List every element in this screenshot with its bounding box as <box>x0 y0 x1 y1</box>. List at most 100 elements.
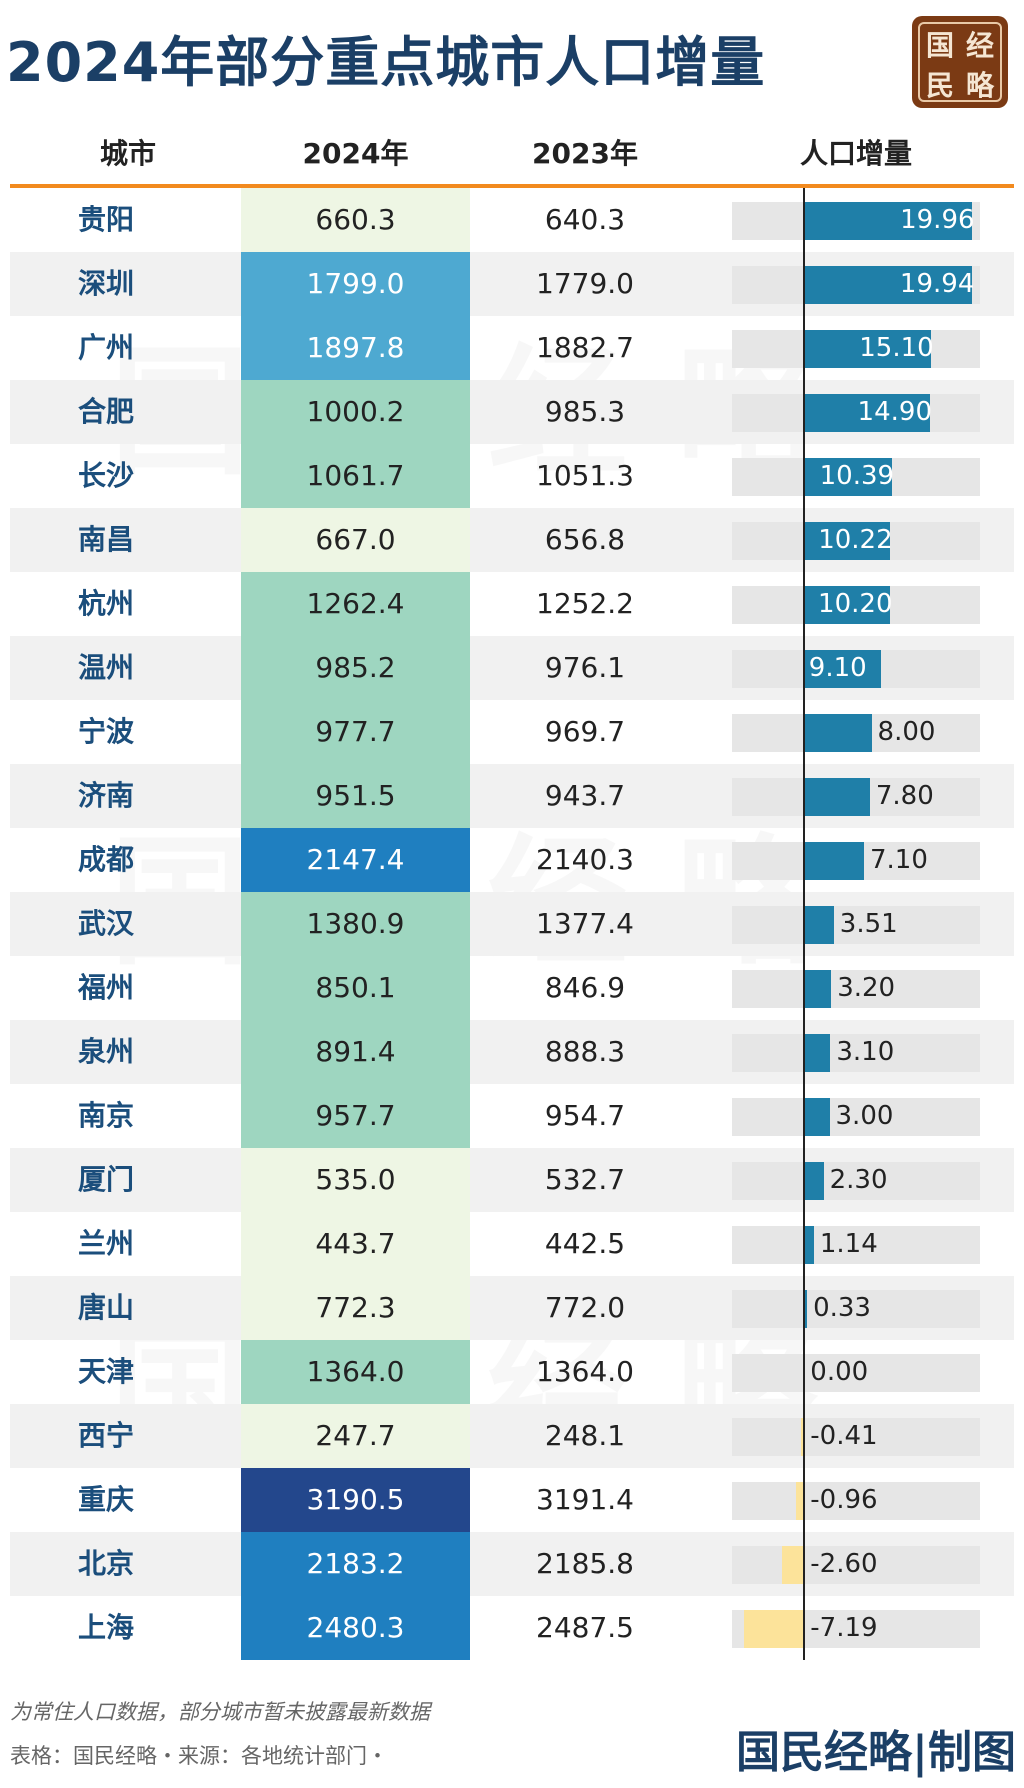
increase-bar <box>782 1546 805 1584</box>
city-name: 武汉 <box>78 907 135 940</box>
value-2023: 772.0 <box>544 1291 626 1324</box>
increase-bar <box>804 1034 831 1072</box>
bar-track <box>732 1482 980 1520</box>
increase-label: 0.00 <box>810 1357 869 1387</box>
city-name: 杭州 <box>78 587 135 620</box>
table-row: 杭州 1262.4 1252.2 10.20 <box>10 572 1014 636</box>
city-name: 贵阳 <box>78 203 135 236</box>
value-2024: 772.3 <box>241 1276 470 1340</box>
increase-label: 3.10 <box>836 1037 895 1067</box>
city-name: 宁波 <box>78 715 135 748</box>
table-row: 济南 951.5 943.7 7.80 <box>10 764 1014 828</box>
table-row: 上海 2480.3 2487.5 -7.19 <box>10 1596 1014 1660</box>
value-2023: 656.8 <box>544 523 626 556</box>
value-2024: 2147.4 <box>241 828 470 892</box>
column-header-2023: 2023年 <box>532 137 638 170</box>
value-2024: 850.1 <box>241 956 470 1020</box>
increase-label: 7.10 <box>869 845 928 875</box>
increase-label: 10.22 <box>818 525 893 555</box>
increase-bar <box>743 1610 805 1648</box>
source-credit: 表格：国民经略・来源：各地统计部门・ <box>10 1744 388 1768</box>
value-2023: 846.9 <box>544 971 626 1004</box>
increase-bar <box>804 202 973 240</box>
increase-bar <box>804 266 972 304</box>
value-2023: 2140.3 <box>536 843 634 876</box>
logo-char: 民 <box>925 69 954 102</box>
city-name: 西宁 <box>78 1419 135 1452</box>
increase-bar <box>804 1162 824 1200</box>
table-row: 北京 2183.2 2185.8 -2.60 <box>10 1532 1014 1596</box>
bar-track <box>732 1418 980 1456</box>
value-2023: 943.7 <box>544 779 626 812</box>
value-2024: 247.7 <box>241 1404 470 1468</box>
increase-bar <box>804 970 832 1008</box>
zero-axis-line <box>803 188 806 1660</box>
city-name: 泉州 <box>78 1035 135 1068</box>
table-row: 温州 985.2 976.1 9.10 <box>10 636 1014 700</box>
value-2024: 660.3 <box>241 188 470 252</box>
bar-track <box>732 906 980 944</box>
bar-track <box>732 970 980 1008</box>
value-2023: 532.7 <box>544 1163 626 1196</box>
city-name: 北京 <box>78 1547 135 1580</box>
value-2023: 1882.7 <box>536 331 634 364</box>
value-2023: 985.3 <box>544 395 626 428</box>
increase-label: 3.00 <box>835 1101 894 1131</box>
city-name: 成都 <box>78 843 135 876</box>
value-2023: 442.5 <box>544 1227 626 1260</box>
brand-credit: 国民经略|制图 <box>735 1727 1016 1778</box>
city-name: 济南 <box>78 779 135 812</box>
value-2024: 2183.2 <box>241 1532 470 1596</box>
value-2023: 640.3 <box>544 203 626 236</box>
table-row: 天津 1364.0 1364.0 0.00 <box>10 1340 1014 1404</box>
value-2023: 2185.8 <box>536 1547 634 1580</box>
table-row: 贵阳 660.3 640.3 19.96 <box>10 188 1014 252</box>
value-2023: 888.3 <box>544 1035 626 1068</box>
value-2023: 1252.2 <box>536 587 634 620</box>
value-2023: 1377.4 <box>536 907 634 940</box>
value-2023: 1364.0 <box>536 1355 634 1388</box>
footnote: 为常住人口数据，部分城市暂未披露最新数据 <box>10 1700 430 1724</box>
value-2023: 2487.5 <box>536 1611 634 1644</box>
table-row: 广州 1897.8 1882.7 15.10 <box>10 316 1014 380</box>
column-header-city: 城市 <box>99 137 156 170</box>
value-2024: 985.2 <box>241 636 470 700</box>
bar-track <box>732 1290 980 1328</box>
increase-label: 3.20 <box>837 973 896 1003</box>
city-name: 唐山 <box>78 1291 135 1324</box>
value-2023: 248.1 <box>544 1419 626 1452</box>
table-row: 兰州 443.7 442.5 1.14 <box>10 1212 1014 1276</box>
value-2024: 443.7 <box>241 1212 470 1276</box>
increase-bar <box>804 586 891 624</box>
increase-bar <box>804 906 834 944</box>
increase-bar <box>804 394 930 432</box>
bar-track <box>732 1226 980 1264</box>
increase-label: 10.20 <box>818 589 893 619</box>
increase-bar <box>804 650 881 688</box>
increase-label: -2.60 <box>810 1549 878 1579</box>
table-row: 厦门 535.0 532.7 2.30 <box>10 1148 1014 1212</box>
value-2024: 667.0 <box>241 508 470 572</box>
city-name: 厦门 <box>78 1163 135 1196</box>
value-2024: 951.5 <box>241 764 470 828</box>
increase-label: 7.80 <box>875 781 934 811</box>
increase-label: 3.51 <box>839 909 898 939</box>
increase-label: 9.10 <box>808 653 867 683</box>
increase-bar <box>804 1290 808 1328</box>
table-header: 城市 2024年 2023年 人口增量 <box>10 120 1014 188</box>
increase-bar <box>804 1098 830 1136</box>
value-2024: 1061.7 <box>241 444 470 508</box>
table-row: 福州 850.1 846.9 3.20 <box>10 956 1014 1020</box>
city-name: 兰州 <box>78 1227 135 1260</box>
column-header-2024: 2024年 <box>302 137 409 170</box>
city-name: 温州 <box>78 651 135 684</box>
increase-label: 8.00 <box>877 717 936 747</box>
increase-label: 19.94 <box>899 269 975 299</box>
city-name: 天津 <box>78 1355 135 1388</box>
increase-label: 10.39 <box>819 461 895 491</box>
increase-label: -7.19 <box>810 1613 878 1643</box>
brand-logo: 国 经 民 略 <box>912 16 1008 108</box>
increase-bar <box>804 842 864 880</box>
value-2024: 3190.5 <box>241 1468 470 1532</box>
city-name: 合肥 <box>78 395 135 428</box>
